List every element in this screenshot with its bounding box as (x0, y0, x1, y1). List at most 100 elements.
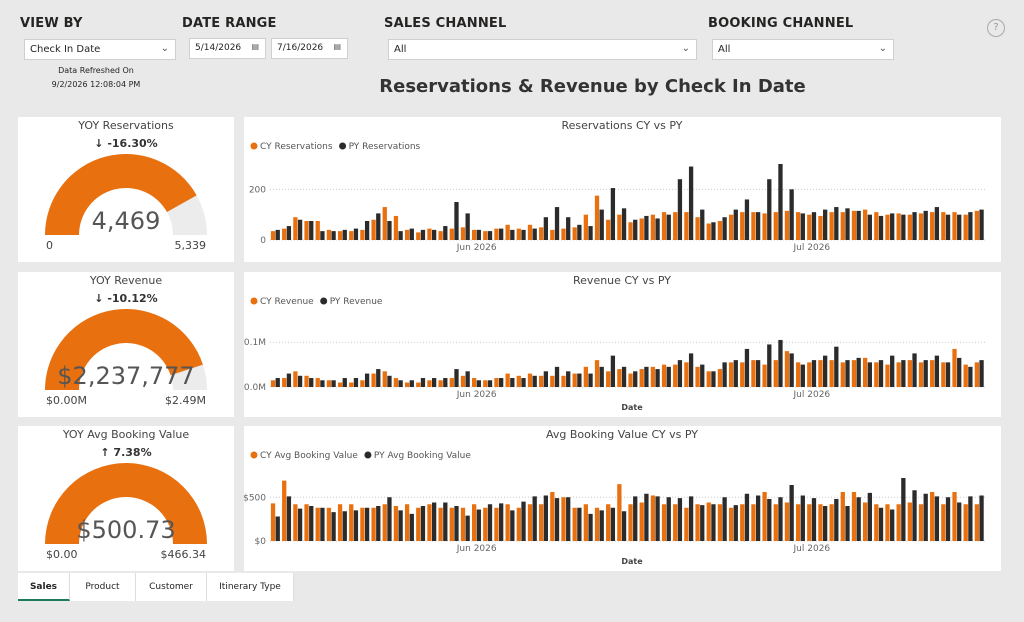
bar (918, 213, 924, 240)
bar (521, 378, 526, 387)
bar (465, 213, 470, 240)
x-tick-label: Jul 2026 (793, 544, 831, 554)
bar (666, 214, 671, 240)
bar (349, 382, 354, 387)
bar (650, 495, 656, 541)
tab[interactable]: Customer (136, 573, 207, 601)
bar (773, 360, 778, 387)
bar (717, 369, 723, 387)
bar (494, 378, 499, 387)
bar (907, 214, 912, 240)
bar (471, 504, 477, 541)
bar (711, 504, 716, 541)
bar (878, 215, 884, 240)
bar (733, 505, 738, 541)
bar (599, 366, 604, 387)
bar (398, 380, 403, 387)
bar (856, 357, 861, 387)
bar (282, 480, 287, 541)
bar (275, 378, 280, 387)
bar (755, 495, 761, 541)
gauge-value: 4,469 (92, 207, 161, 235)
bar (677, 179, 683, 240)
x-axis-title: Date (621, 557, 643, 566)
dropdown-value: All (394, 44, 407, 55)
bar (695, 366, 700, 387)
bar (673, 212, 678, 240)
bar (762, 364, 767, 387)
dropdown-value: All (718, 44, 731, 55)
bar (811, 498, 817, 541)
bar (628, 373, 633, 387)
dropdown[interactable]: All ⌄ (388, 39, 697, 60)
bar (320, 231, 325, 240)
gauge-title: YOY Avg Booking Value (62, 428, 190, 441)
y-tick-label: $0 (255, 537, 267, 547)
bar (438, 231, 443, 240)
bar (901, 214, 906, 240)
tab[interactable]: Itinerary Type (207, 573, 294, 601)
bar (684, 212, 689, 240)
bar (744, 348, 750, 387)
bar (353, 228, 359, 240)
bar (270, 503, 276, 541)
date-input[interactable]: 7/16/2026 ▤ (271, 38, 348, 59)
legend-marker (339, 142, 347, 150)
bar (438, 380, 443, 387)
bar (800, 495, 805, 541)
tab[interactable]: Sales (18, 573, 70, 601)
help-button[interactable]: ? (987, 19, 1005, 37)
gauge-arc (45, 463, 207, 544)
bar (851, 210, 857, 240)
bar (449, 378, 454, 387)
bar (717, 504, 723, 541)
bar (700, 505, 705, 541)
bar (789, 189, 794, 240)
bar (945, 362, 951, 387)
bar (945, 497, 951, 541)
bar (382, 371, 387, 387)
bar (751, 504, 756, 541)
bar (404, 229, 410, 240)
dropdown[interactable]: All ⌄ (712, 39, 894, 60)
gauge-title: YOY Revenue (89, 274, 163, 287)
bar (293, 371, 298, 387)
bar (867, 362, 872, 387)
bar (282, 378, 287, 387)
bar (688, 496, 694, 541)
bar (364, 373, 370, 387)
bar (952, 212, 957, 240)
date-value: 7/16/2026 (277, 43, 324, 53)
bar (566, 371, 571, 387)
bar (923, 360, 928, 387)
bar (427, 228, 432, 240)
legend-label: PY Reservations (349, 142, 421, 152)
bar (639, 502, 644, 541)
bar (543, 495, 549, 541)
bar (901, 360, 906, 387)
dropdown[interactable]: Check In Date ⌄ (24, 39, 176, 60)
gauge-arc (45, 154, 197, 235)
bar (934, 207, 940, 240)
bar (666, 366, 671, 387)
tab[interactable]: Product (70, 573, 136, 601)
bar (885, 214, 890, 240)
bar (505, 373, 510, 387)
bar (449, 228, 454, 240)
bar (751, 360, 756, 387)
filter-label: DATE RANGE (182, 16, 277, 31)
bar (863, 357, 868, 387)
bar (337, 504, 343, 541)
bar (577, 507, 582, 541)
bar (700, 209, 705, 240)
bar (688, 166, 694, 240)
gauge-change: ↓ -16.30% (94, 137, 157, 150)
legend-marker (250, 451, 258, 459)
bar (431, 378, 437, 387)
bar (342, 511, 347, 541)
bar (499, 228, 504, 240)
bar (443, 378, 448, 387)
bar (309, 378, 314, 387)
bar (610, 355, 616, 387)
date-input[interactable]: 5/14/2026 ▤ (189, 38, 266, 59)
